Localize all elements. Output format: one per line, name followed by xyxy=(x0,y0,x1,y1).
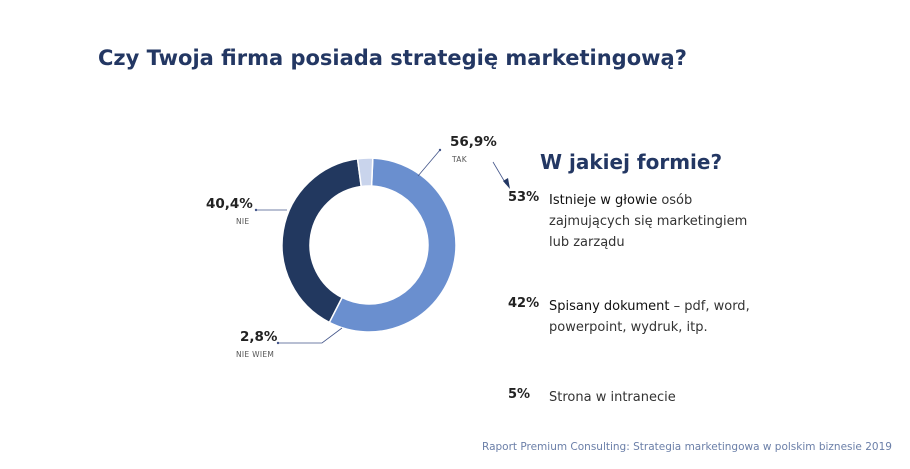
form-percent: 5% xyxy=(508,387,531,402)
form-description: Istnieje w głowie osób zajmujących się m… xyxy=(549,190,764,253)
leader-dot-tak xyxy=(438,148,442,152)
category-label-tak: TAK xyxy=(452,155,467,164)
arrow-head-icon xyxy=(503,178,510,189)
leader-line-nie-wiem xyxy=(278,327,343,344)
form-detail: – pdf, word, powerpoint, wydruk, itp. xyxy=(549,299,750,335)
form-detail: Strona w intranecie xyxy=(549,390,676,405)
leader-line-tak xyxy=(417,149,441,177)
donut-slice-nie-wiem xyxy=(356,157,374,188)
leader-dot-nie xyxy=(254,208,258,212)
donut-slice-nie xyxy=(281,157,363,324)
category-label-nie-wiem: NIE WIEM xyxy=(236,350,275,359)
form-name: Spisany dokument xyxy=(549,299,670,314)
form-description: Strona w intranecie xyxy=(549,387,764,408)
form-detail: osób zajmujących się marketingiem lub za… xyxy=(549,193,748,250)
form-description: Spisany dokument – pdf, word, powerpoint… xyxy=(549,296,764,338)
source-footer: Raport Premium Consulting: Strategia mar… xyxy=(482,441,892,453)
value-label-nie: 40,4% xyxy=(206,196,253,212)
value-label-nie-wiem: 2,8% xyxy=(240,329,278,345)
category-label-nie: NIE xyxy=(236,217,250,226)
form-name: Istnieje w głowie xyxy=(549,193,658,208)
form-percent: 42% xyxy=(508,296,540,311)
donut-slice-tak xyxy=(328,157,457,333)
leader-dot-nie-wiem xyxy=(276,341,280,345)
value-label-tak: 56,9% xyxy=(450,134,497,150)
arrow-line xyxy=(492,161,507,185)
form-percent: 53% xyxy=(508,190,540,205)
page-title: Czy Twoja firma posiada strategię market… xyxy=(98,46,687,70)
subtitle: W jakiej formie? xyxy=(540,150,723,174)
